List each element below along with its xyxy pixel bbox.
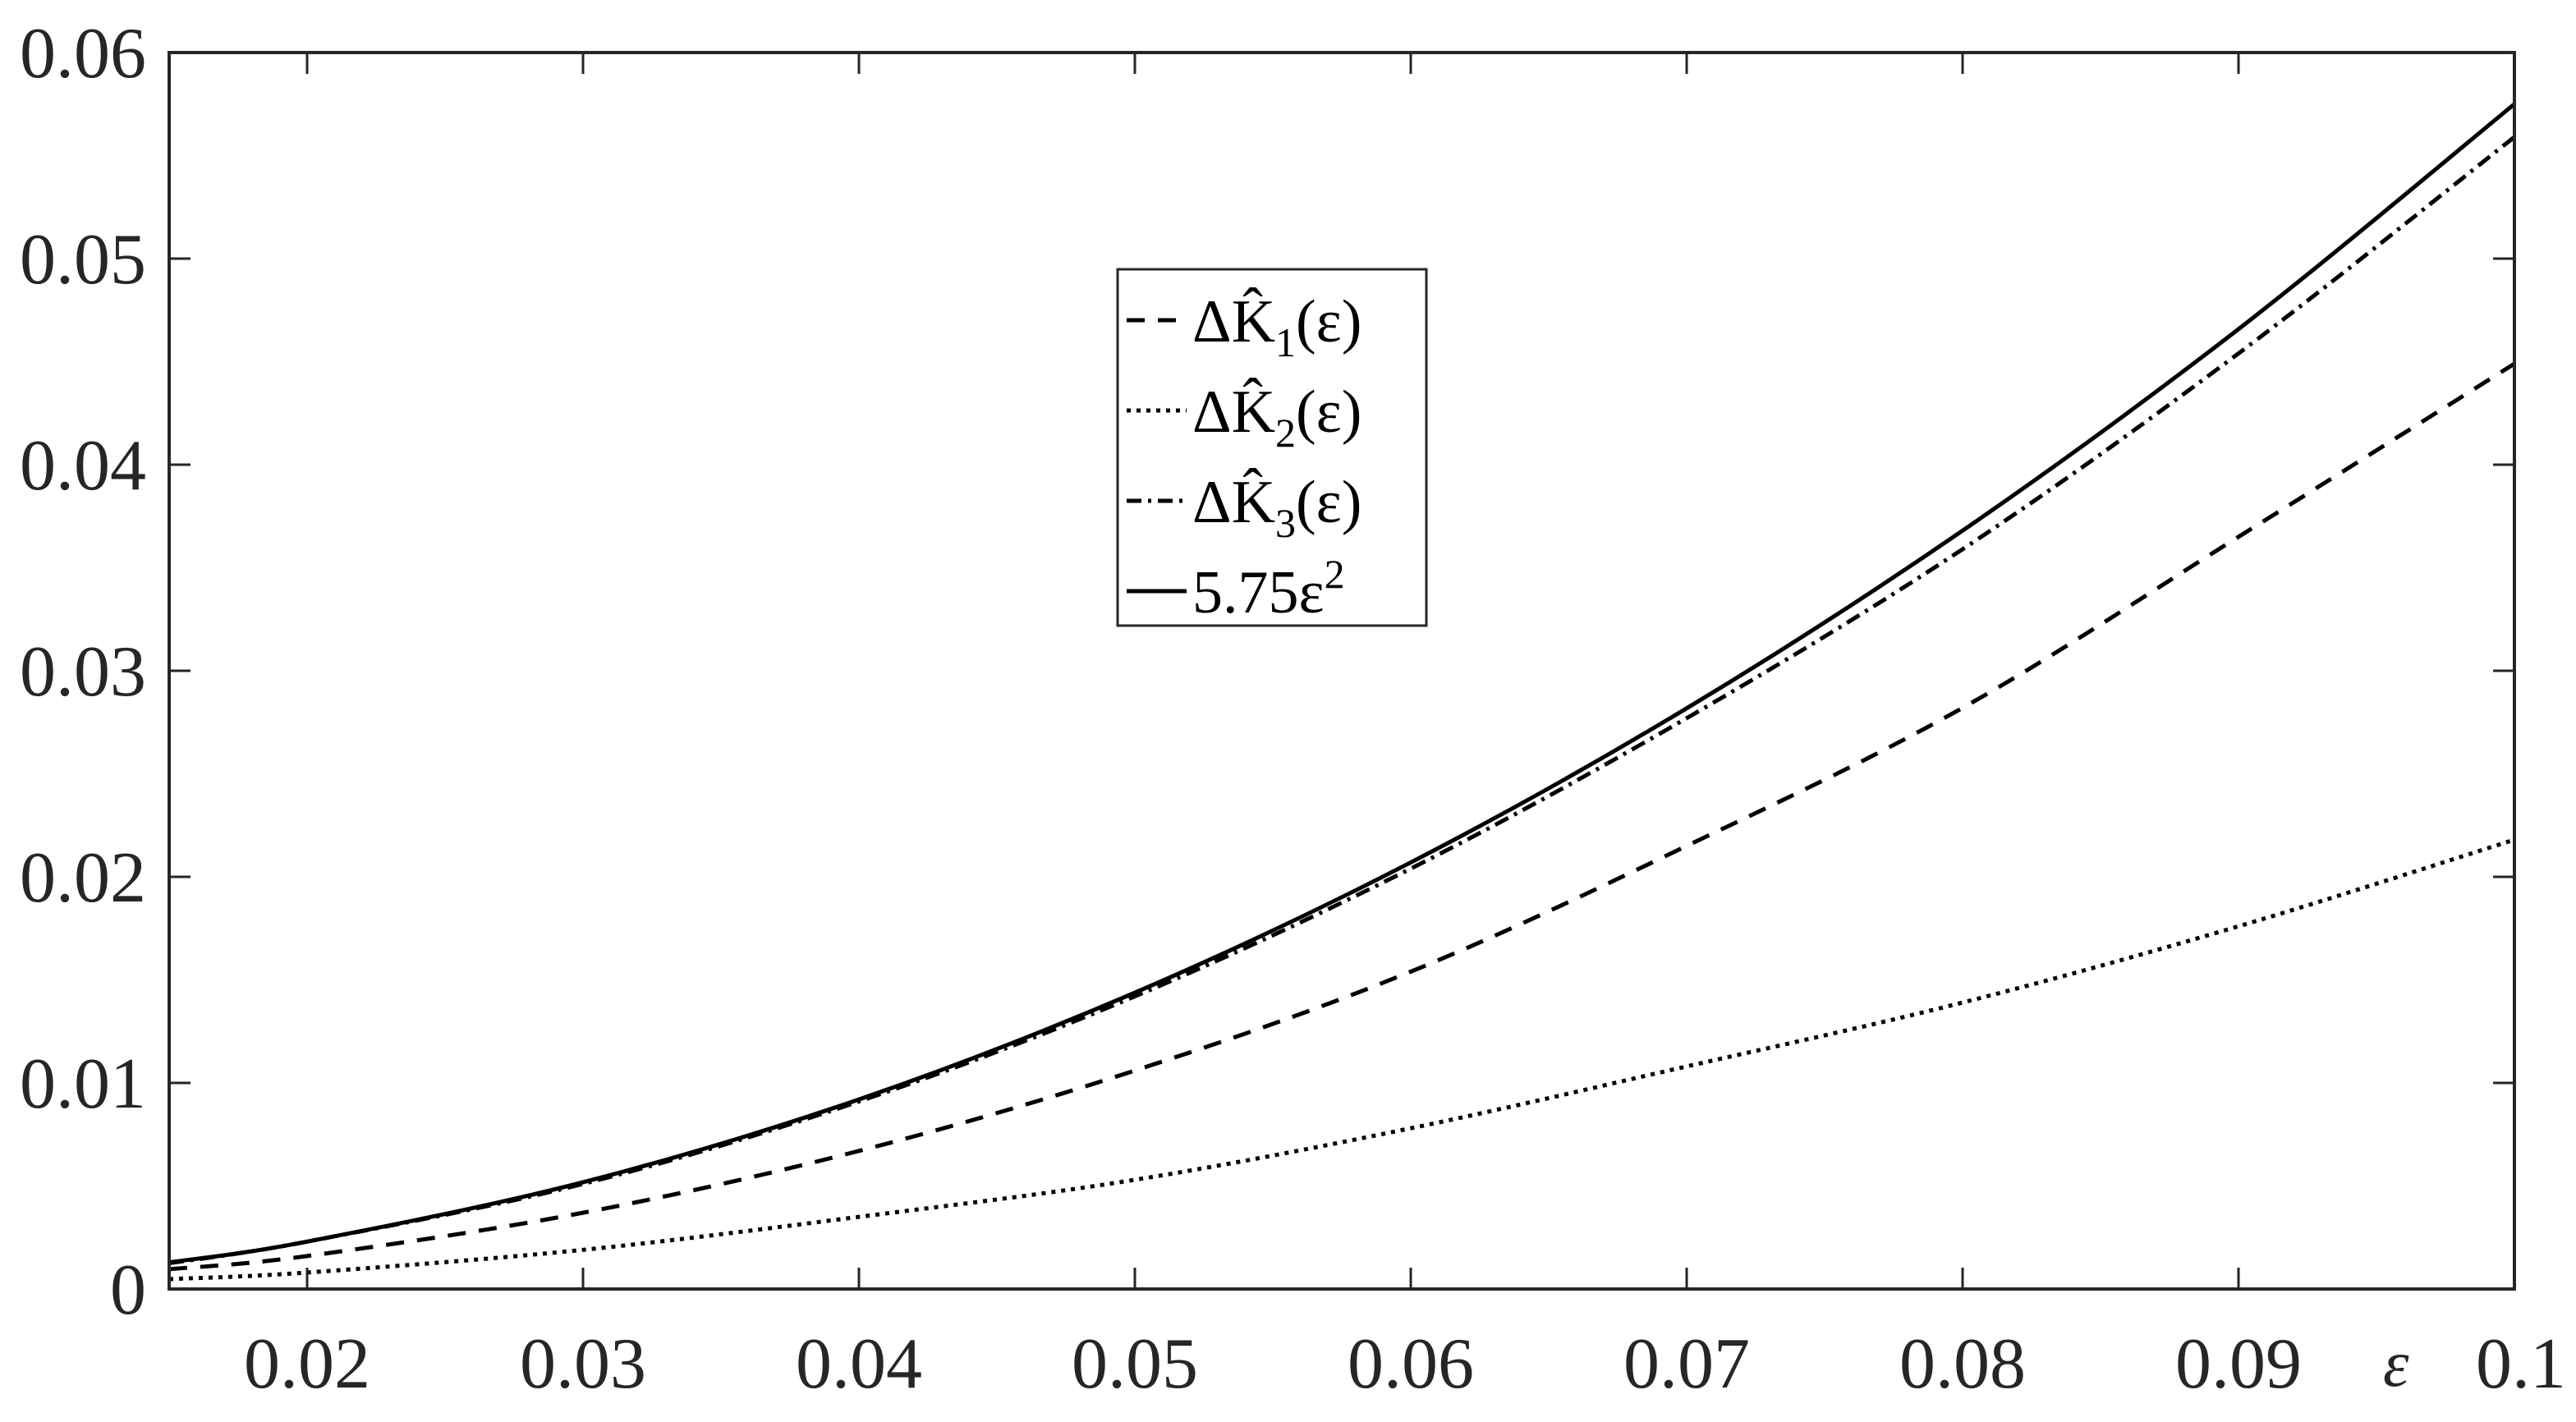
x-tick-label: 0.04	[796, 1324, 922, 1404]
x-tick-label: 0.05	[1072, 1324, 1198, 1404]
svg-text:ΔK̂2(ε): ΔK̂2(ε)	[1192, 378, 1361, 456]
x-axis-label: ε	[2383, 1328, 2409, 1401]
x-tick-label: 0.1	[2476, 1324, 2566, 1404]
legend-item: 5.75ε2	[1127, 551, 1345, 626]
x-axis: 0.02 0.03 0.04 0.05 0.06 0.07 0.08 0.09 0.1	[244, 53, 2566, 1404]
legend-item: ΔK̂3(ε)	[1127, 468, 1361, 546]
y-axis: 0 0.01 0.02 0.03 0.04 0.05 0.06	[20, 14, 2514, 1330]
series-line-4	[168, 102, 2516, 1265]
x-tick-label: 0.09	[2175, 1324, 2302, 1404]
legend: ΔK̂1(ε) ΔK̂2(ε) ΔK̂3(ε)5.75ε2	[1116, 268, 1428, 627]
x-tick-label: 0.03	[520, 1324, 646, 1404]
y-tick-label: 0.06	[20, 14, 146, 94]
plot-frame	[168, 51, 2516, 1291]
series-line-1	[168, 361, 2516, 1272]
svg-text:ΔK̂1(ε): ΔK̂1(ε)	[1192, 287, 1361, 365]
y-tick-label: 0.03	[20, 632, 146, 712]
svg-text:5.75ε2: 5.75ε2	[1192, 551, 1345, 626]
svg-text:ΔK̂3(ε): ΔK̂3(ε)	[1192, 468, 1361, 546]
y-tick-label: 0.05	[20, 220, 146, 300]
x-tick-label: 0.07	[1623, 1324, 1750, 1404]
x-tick-label: 0.02	[244, 1324, 370, 1404]
series-line-2	[168, 837, 2515, 1282]
legend-item: ΔK̂2(ε)	[1127, 378, 1361, 456]
y-tick-label: 0	[110, 1250, 146, 1330]
legend-box	[1116, 268, 1428, 627]
x-tick-label: 0.06	[1348, 1324, 1474, 1404]
legend-item: ΔK̂1(ε)	[1127, 287, 1361, 365]
y-tick-label: 0.02	[20, 838, 146, 918]
x-tick-label: 0.08	[1899, 1324, 2026, 1404]
y-tick-label: 0.04	[20, 426, 146, 506]
y-tick-label: 0.01	[20, 1044, 146, 1124]
series-layer	[168, 102, 2516, 1282]
